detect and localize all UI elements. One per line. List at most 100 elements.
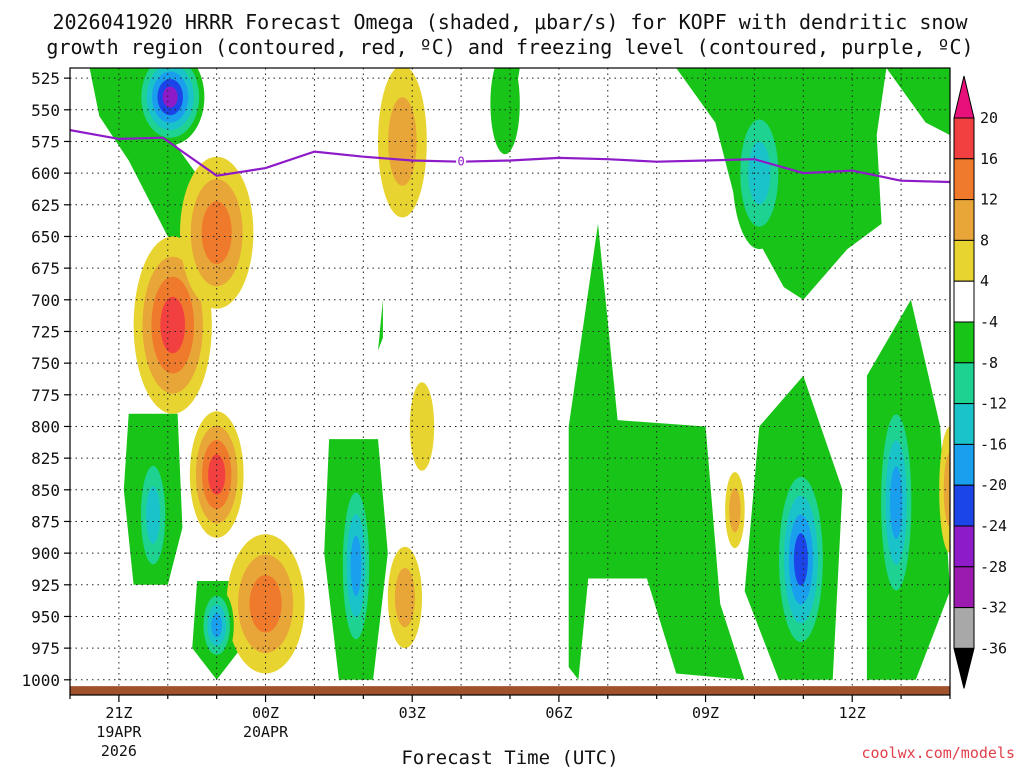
x-tick-label: 00Z	[252, 704, 279, 722]
colorbar-segment	[953, 280, 975, 323]
omega-cell-band	[160, 296, 186, 354]
omega-region-4	[378, 299, 383, 351]
freezing-level-label: 0	[457, 155, 464, 169]
y-tick-label: 575	[31, 132, 60, 151]
colorbar-label: -20	[980, 476, 1007, 494]
y-tick-label: 825	[31, 449, 60, 468]
colorbar-bottom-arrow	[953, 647, 975, 689]
omega-cell-12	[732, 97, 787, 250]
omega-cell-band	[943, 452, 950, 527]
freezing-level-line	[70, 129, 950, 184]
omega-cell-band	[748, 141, 771, 205]
colorbar-label: 16	[980, 150, 998, 168]
colorbar-segment	[953, 158, 975, 201]
y-tick-label: 725	[31, 322, 60, 341]
omega-cell-13	[774, 458, 828, 661]
colorbar-segment	[953, 484, 975, 527]
x-tick-label: 21Z	[105, 704, 132, 722]
omega-cell-3	[189, 411, 244, 538]
colorbar-segment	[953, 321, 975, 364]
colorbar-label: -32	[980, 599, 1007, 617]
x-tick-label: 03Z	[399, 704, 426, 722]
omega-cell-2	[180, 156, 254, 309]
colorbar-top-arrow	[953, 75, 975, 119]
colorbar-label: -36	[980, 639, 1007, 657]
colorbar-label: -24	[980, 517, 1007, 535]
y-tick-label: 875	[31, 512, 60, 531]
credit-text: coolwx.com/models	[861, 744, 1015, 762]
y-tick-label: 975	[31, 639, 60, 658]
y-tick-label: 600	[31, 164, 60, 183]
ground-surface	[70, 686, 950, 695]
y-tick-label: 900	[31, 544, 60, 563]
x-tick-year: 2026	[101, 742, 137, 760]
omega-region-10	[930, 68, 950, 123]
omega-cell-band	[729, 487, 741, 533]
omega-cell-band	[249, 575, 282, 633]
colorbar-label: 20	[980, 109, 998, 127]
omega-cell-band	[490, 68, 520, 155]
grid-lines	[70, 68, 950, 695]
omega-cell-0	[136, 68, 205, 146]
omega-cell-band	[394, 567, 415, 628]
omega-cell-7	[338, 470, 374, 661]
omega-cell-band	[146, 486, 161, 544]
omega-cell-15	[725, 472, 745, 549]
y-tick-label: 525	[31, 69, 60, 88]
y-tick-label: 625	[31, 196, 60, 215]
y-tick-label: 750	[31, 354, 60, 373]
omega-cell-band	[208, 454, 226, 495]
colorbar-label: 12	[980, 191, 998, 209]
omega-cell-band	[201, 201, 232, 264]
y-tick-label: 925	[31, 576, 60, 595]
colorbar-label: -8	[980, 354, 998, 372]
y-tick-label: 950	[31, 607, 60, 626]
colorbar-segment	[953, 117, 975, 160]
omega-cell-6	[199, 587, 234, 664]
colorbar-label: -16	[980, 435, 1007, 453]
x-tick-label: 09Z	[692, 704, 719, 722]
colorbar-segment	[953, 607, 975, 649]
omega-cell-5	[136, 445, 171, 585]
omega-cell-8	[378, 68, 427, 218]
colorbar-segment	[953, 403, 975, 445]
y-tick-label: 550	[31, 101, 60, 120]
x-tick-label: 06Z	[545, 704, 572, 722]
colorbar-segment	[953, 199, 975, 241]
omega-cell-band	[890, 466, 903, 539]
x-tick-date: 20APR	[243, 723, 289, 741]
omega-cell-band	[388, 97, 417, 186]
y-tick-label: 650	[31, 227, 60, 246]
y-tick-label: 675	[31, 259, 60, 278]
ground-bar	[70, 686, 950, 695]
y-tick-label: 775	[31, 386, 60, 405]
y-tick-label: 800	[31, 417, 60, 436]
chart-title-line-2: growth region (contoured, red, ºC) and f…	[46, 35, 973, 59]
colorbar: 20 16 12 8 4 -4 -8 -12 -16 -20 -24 -28 -32 -36	[953, 75, 1007, 689]
x-axis-label: Forecast Time (UTC)	[401, 747, 618, 768]
y-tick-label: 1000	[21, 671, 60, 690]
omega-cell-17	[490, 68, 520, 155]
colorbar-segment	[953, 239, 975, 282]
omega-cell-band	[162, 86, 178, 108]
colorbar-label: -12	[980, 395, 1007, 413]
omega-cell-14	[876, 388, 916, 617]
colorbar-segment	[953, 566, 975, 609]
colorbar-segment	[953, 362, 975, 405]
omega-cell-4	[226, 534, 305, 674]
chart-title-line-1: 2026041920 HRRR Forecast Omega (shaded, …	[52, 10, 968, 34]
omega-field	[89, 68, 950, 680]
colorbar-segment	[953, 443, 975, 486]
colorbar-label: 8	[980, 231, 989, 249]
freezing-level-label-bg	[456, 153, 467, 170]
colorbar-segment	[953, 525, 975, 568]
x-tick-label: 12Z	[839, 704, 866, 722]
omega-cell-band	[350, 535, 362, 596]
colorbar-label: 4	[980, 272, 989, 290]
y-axis: 525 550 575 600 625 650 675 700 725 750 775 800 825 8…	[21, 69, 70, 690]
omega-cell-9	[387, 546, 422, 649]
y-tick-label: 700	[31, 291, 60, 310]
colorbar-label: -4	[980, 313, 998, 331]
